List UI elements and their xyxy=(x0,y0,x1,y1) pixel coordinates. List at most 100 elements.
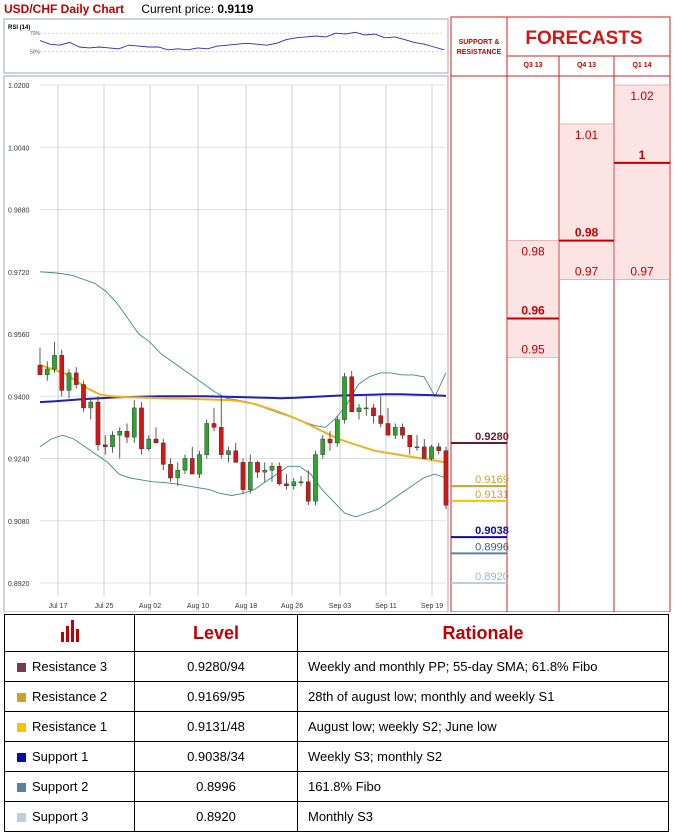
forecast-mid-label: 0.96 xyxy=(521,303,545,317)
level-swatch xyxy=(17,813,26,823)
candle-bear xyxy=(124,431,130,438)
level-swatch xyxy=(17,723,26,733)
level-swatch xyxy=(17,693,26,703)
candle-bear xyxy=(349,376,355,413)
candle-bull xyxy=(414,446,420,449)
candle-bull xyxy=(66,372,72,391)
candle-bull xyxy=(313,454,318,502)
candle-bear xyxy=(102,444,108,448)
candle-bull xyxy=(52,355,57,370)
candles xyxy=(37,341,449,510)
candle-bull xyxy=(334,419,340,444)
candle-bull xyxy=(88,401,94,409)
candle-bull xyxy=(320,438,326,455)
forecast-low-label: 0.97 xyxy=(575,265,599,279)
candle-bear xyxy=(168,464,173,479)
candle-bear xyxy=(189,458,195,475)
x-tick-label: Sep 11 xyxy=(375,603,397,610)
sr-header-line2: RESISTANCE xyxy=(457,49,502,56)
candle-bear xyxy=(327,438,333,444)
candle-bear xyxy=(95,401,101,446)
level-value: 0.8920 xyxy=(134,801,298,832)
level-name: Resistance 2 xyxy=(32,689,108,704)
rsi-panel-frame xyxy=(3,18,449,74)
level-name: Support 1 xyxy=(32,749,89,764)
candle-bear xyxy=(305,481,311,502)
x-tick-label: Jul 25 xyxy=(95,603,114,610)
level-name: Resistance 1 xyxy=(32,719,108,734)
x-tick-label: Aug 10 xyxy=(187,603,209,610)
levels-row: Support 1 0.9038/34 Weekly S3; monthly S2 xyxy=(4,741,669,772)
forecast-mid-label: 1 xyxy=(639,148,646,162)
candle-bear xyxy=(233,450,239,463)
level-name-cell: Resistance 1 xyxy=(4,711,135,742)
level-rationale: August low; weekly S2; June low xyxy=(297,711,669,742)
forecast-ranges: Q3 13 0.98 0.96 0.95 Q4 13 1.01 0.98 0.97 Q1 14 1… xyxy=(507,62,670,358)
y-tick-label: 0.9240 xyxy=(8,457,30,464)
level-name: Support 3 xyxy=(32,809,89,824)
candle-bull xyxy=(175,469,181,479)
levels-row: Support 2 0.8996 161.8% Fibo xyxy=(4,771,669,802)
sr-header-line1: SUPPORT & xyxy=(459,39,500,46)
chart-header: USD/CHF Daily Chart Current price: 0.911… xyxy=(4,2,253,16)
candle-bear xyxy=(139,407,144,449)
level-name-cell: Support 1 xyxy=(4,741,135,772)
candle-bull xyxy=(204,423,210,455)
x-tick-label: Sep 19 xyxy=(421,603,443,610)
usdchf-chart: RSI (14) 1.0200 1.0040 0.9880 0.9720 0.9560 0… xyxy=(3,16,671,612)
candle-bull xyxy=(363,407,369,410)
forecast-low-label: 0.95 xyxy=(521,342,545,356)
candle-bull xyxy=(262,469,268,473)
levels-row: Resistance 3 0.9280/94 Weekly and monthly … xyxy=(4,651,669,682)
forecast-low-label: 0.97 xyxy=(630,265,654,279)
levels-row: Resistance 1 0.9131/48 August low; weekly … xyxy=(4,711,669,742)
candle-bear xyxy=(255,462,260,473)
candle-bull xyxy=(298,481,304,484)
candle-bull xyxy=(131,407,137,438)
candle-bear xyxy=(218,427,224,455)
candle-bear xyxy=(421,446,427,459)
candle-bull xyxy=(392,427,398,436)
level-rationale: Weekly S3; monthly S2 xyxy=(297,741,669,772)
y-tick-label: 0.9560 xyxy=(8,332,30,339)
y-tick-label: 0.9080 xyxy=(8,519,30,526)
candle-bear xyxy=(400,427,405,436)
forecast-high-label: 0.98 xyxy=(521,245,545,259)
forecasts-title: FORECASTS xyxy=(525,28,642,49)
sma-long-line xyxy=(39,393,447,404)
level-value: 0.9038/34 xyxy=(134,741,298,772)
level-value: 0.9280/94 xyxy=(134,651,298,682)
y-tick-label: 0.9880 xyxy=(8,208,30,215)
sma-55-line xyxy=(39,364,447,464)
price-panel-frame xyxy=(3,75,449,612)
price-value: 0.9119 xyxy=(217,2,254,16)
candle-bull xyxy=(291,481,297,486)
candle-bull xyxy=(269,466,275,471)
candle-bull xyxy=(226,450,231,455)
rsi-tick-label: 50% xyxy=(30,50,41,56)
moving-averages xyxy=(39,364,447,464)
sr-level-label: 0.9131 xyxy=(475,489,509,501)
y-tick-label: 1.0200 xyxy=(8,83,30,90)
candle-bull xyxy=(110,434,115,448)
candle-bear xyxy=(371,407,376,416)
level-name-cell: Resistance 2 xyxy=(4,681,135,712)
level-name-cell: Support 2 xyxy=(4,771,135,802)
candle-bull xyxy=(146,438,152,449)
level-swatch xyxy=(17,753,26,763)
forecast-frame xyxy=(450,16,671,612)
level-swatch xyxy=(17,783,26,793)
candle-bull xyxy=(182,458,188,471)
sr-level-label: 0.8996 xyxy=(475,541,509,553)
y-tick-label: 0.8920 xyxy=(8,581,30,588)
candle-bear xyxy=(81,384,86,409)
forecast-range-box xyxy=(614,84,670,280)
candle-bear xyxy=(407,434,413,448)
rsi-line xyxy=(39,31,445,51)
candle-bull xyxy=(247,462,253,490)
grid: 1.0200 1.0040 0.9880 0.9720 0.9560 0.9400 0.92… xyxy=(8,83,446,610)
candle-bull xyxy=(117,431,123,436)
forecast-high-label: 1.01 xyxy=(575,128,599,142)
level-value: 0.8996 xyxy=(134,771,298,802)
forecast-range-box xyxy=(507,240,559,358)
